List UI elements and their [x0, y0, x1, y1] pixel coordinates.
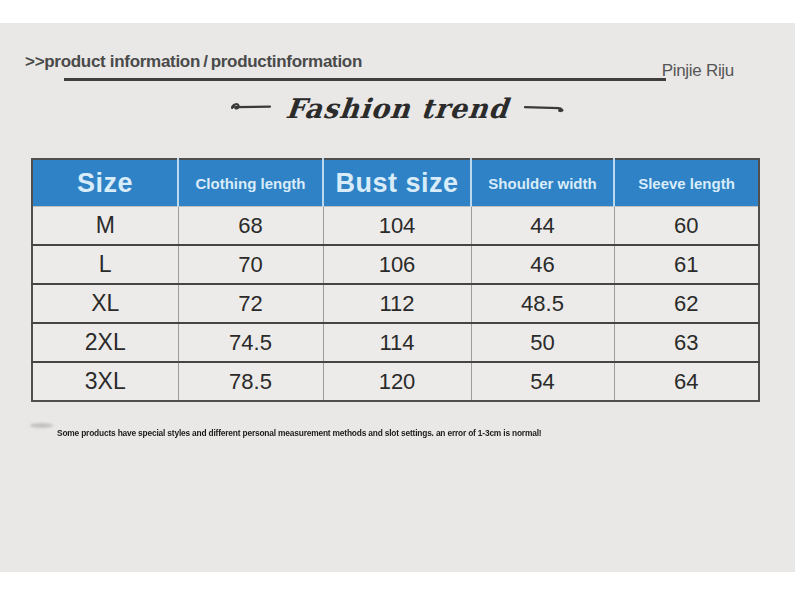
size-label-cell: XL [32, 284, 178, 323]
measurement-cell: 50 [471, 323, 614, 362]
size-row-l: L701064661 [32, 245, 759, 284]
measurement-cell: 54 [471, 362, 614, 401]
measurement-cell: 64 [614, 362, 759, 401]
flourish-left-icon [230, 101, 272, 115]
column-header-bust-size: Bust size [323, 159, 471, 207]
measurement-cell: 106 [323, 245, 471, 284]
size-label-cell: 3XL [32, 362, 178, 401]
size-row-3xl: 3XL78.51205464 [32, 362, 759, 401]
product-info-title: >>product information / productinformati… [25, 52, 362, 72]
measurement-cell: 70 [178, 245, 323, 284]
footnote-smudge [30, 423, 53, 428]
footnote-text: Some products have special styles and di… [57, 429, 541, 438]
size-row-m: M681044460 [32, 207, 759, 246]
measurement-cell: 62 [614, 284, 759, 323]
size-label-cell: 2XL [32, 323, 178, 362]
column-header-shoulder-width: Shoulder width [471, 159, 614, 207]
fashion-trend-banner: Fashion trend [0, 90, 795, 126]
measurement-cell: 48.5 [471, 284, 614, 323]
measurement-cell: 120 [323, 362, 471, 401]
column-header-clothing-length: Clothing length [178, 159, 323, 207]
size-chart-table: SizeClothing lengthBust sizeShoulder wid… [31, 158, 760, 402]
measurement-cell: 61 [614, 245, 759, 284]
flourish-right-icon [523, 101, 565, 115]
size-label-cell: M [32, 207, 178, 246]
brand-name: Pinjie Riju [662, 61, 734, 81]
size-row-2xl: 2XL74.51145063 [32, 323, 759, 362]
fashion-trend-text: Fashion trend [285, 93, 511, 124]
measurement-cell: 46 [471, 245, 614, 284]
measurement-cell: 104 [323, 207, 471, 246]
size-row-xl: XL7211248.562 [32, 284, 759, 323]
measurement-cell: 74.5 [178, 323, 323, 362]
measurement-cell: 78.5 [178, 362, 323, 401]
measurement-cell: 63 [614, 323, 759, 362]
column-header-size: Size [32, 159, 178, 207]
measurement-cell: 60 [614, 207, 759, 246]
size-chart-header-row: SizeClothing lengthBust sizeShoulder wid… [32, 159, 759, 207]
measurement-cell: 114 [323, 323, 471, 362]
measurement-cell: 68 [178, 207, 323, 246]
size-label-cell: L [32, 245, 178, 284]
measurement-cell: 44 [471, 207, 614, 246]
measurement-cell: 112 [323, 284, 471, 323]
size-chart: SizeClothing lengthBust sizeShoulder wid… [31, 158, 760, 402]
title-underline [64, 78, 666, 81]
column-header-sleeve-length: Sleeve length [614, 159, 759, 207]
measurement-cell: 72 [178, 284, 323, 323]
product-info-page: { "page": { "panel_color": "#e9e8e6" }, … [0, 0, 795, 597]
